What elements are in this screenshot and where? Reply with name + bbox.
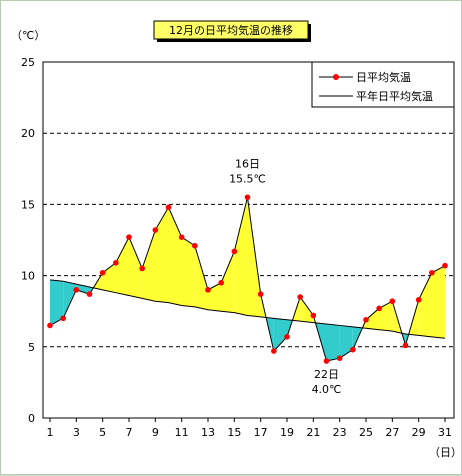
x-tick-label-17: 17 — [254, 426, 268, 439]
data-point-day-13 — [205, 287, 211, 293]
x-tick-label-15: 15 — [227, 426, 241, 439]
x-tick-label-25: 25 — [359, 426, 373, 439]
fill-segment-7-0 — [129, 237, 143, 299]
data-point-day-4 — [86, 291, 93, 297]
legend-marker-daily — [333, 74, 339, 80]
data-point-day-6 — [113, 259, 119, 266]
fill-segment-8-0 — [142, 230, 156, 302]
fill-segment-1-0 — [50, 279, 64, 326]
chart-title-box: 12月の日平均気温の推移 — [153, 20, 311, 42]
data-point-day-23 — [336, 355, 343, 361]
data-point-day-14 — [218, 279, 224, 286]
series-layer — [47, 194, 448, 364]
fill-segment-15-0 — [234, 197, 248, 316]
title-background — [153, 20, 309, 40]
fill-segment-18-0 — [273, 318, 287, 352]
data-point-day-29 — [415, 297, 422, 303]
data-point-day-22 — [323, 358, 330, 364]
difference-fills — [50, 197, 445, 362]
data-point-day-1 — [47, 322, 53, 329]
data-point-day-16 — [244, 194, 251, 201]
data-point-day-12 — [192, 242, 198, 249]
fill-segment-13-0 — [208, 282, 222, 312]
legend-label-daily: 日平均気温 — [356, 70, 411, 84]
x-tick-label-19: 19 — [280, 426, 294, 439]
fill-segment-10-0 — [168, 207, 182, 306]
x-tick-label-1: 1 — [47, 426, 54, 439]
x-axis-unit: （日） — [429, 446, 462, 459]
annotations: 16日 15.5℃ 22日 4.0℃ — [229, 157, 341, 396]
fill-segment-16-0 — [247, 197, 261, 317]
x-tick-label-7: 7 — [126, 426, 133, 439]
fill-segment-26-0 — [379, 301, 393, 332]
y-tick-label-15: 15 — [21, 198, 35, 211]
x-tick-label-29: 29 — [412, 426, 426, 439]
data-point-day-20 — [297, 294, 303, 300]
annotation-value-22: 4.0℃ — [312, 383, 342, 396]
y-tick-label-0: 0 — [28, 412, 35, 425]
x-tick-label-13: 13 — [201, 426, 215, 439]
data-point-day-11 — [178, 234, 185, 240]
series-line-normal — [49, 279, 446, 339]
fill-segment-22-0 — [326, 324, 340, 362]
data-point-day-15 — [231, 248, 238, 255]
data-point-day-5 — [99, 269, 106, 276]
y-tick-label-5: 5 — [28, 341, 35, 354]
fill-segment-12-0 — [194, 245, 208, 310]
x-tick-label-5: 5 — [99, 426, 106, 439]
data-point-day-21 — [310, 312, 317, 319]
data-point-day-25 — [363, 316, 369, 323]
annotation-day-22: 22日 — [314, 368, 339, 381]
y-tick-label-25: 25 — [21, 56, 35, 69]
fill-segment-2-0 — [63, 281, 77, 319]
data-point-day-19 — [284, 334, 290, 340]
data-point-day-30 — [429, 269, 435, 276]
x-tick-label-31: 31 — [438, 426, 452, 439]
x-tick-label-27: 27 — [385, 426, 399, 439]
fill-segment-9-0 — [155, 207, 169, 303]
fill-segment-30-0 — [431, 265, 445, 339]
x-tick-label-11: 11 — [175, 426, 189, 439]
fill-segment-6-0 — [115, 237, 129, 296]
data-point-day-2 — [60, 315, 66, 322]
annotation-value-16: 15.5℃ — [229, 172, 266, 185]
fill-segment-23-0 — [339, 325, 353, 359]
data-point-day-9 — [152, 227, 159, 233]
data-point-day-26 — [376, 305, 382, 312]
data-point-day-24 — [350, 346, 356, 353]
data-point-day-10 — [165, 204, 172, 211]
data-point-day-7 — [126, 234, 132, 240]
fill-segment-11-0 — [181, 237, 195, 307]
legend-box — [311, 61, 455, 108]
x-tick-label-3: 3 — [73, 426, 80, 439]
legend: 日平均気温 平年日平均気温 — [311, 61, 455, 108]
data-point-day-28 — [402, 342, 409, 349]
annotation-day-16: 16日 — [235, 157, 260, 170]
x-tick-label-23: 23 — [333, 426, 347, 439]
y-tick-label-20: 20 — [21, 127, 35, 140]
y-tick-label-10: 10 — [21, 270, 35, 283]
x-tick-label-21: 21 — [306, 426, 320, 439]
y-axis-unit: （℃） — [11, 29, 45, 42]
data-point-day-31 — [442, 262, 448, 269]
chart-title: 12月の日平均気温の推移 — [169, 23, 293, 37]
data-point-day-3 — [73, 287, 80, 293]
data-point-day-27 — [389, 298, 396, 305]
data-point-day-18 — [271, 348, 277, 354]
data-point-day-17 — [257, 291, 264, 297]
legend-label-normal: 平年日平均気温 — [356, 89, 433, 103]
fill-segment-20-0 — [300, 296, 314, 323]
fill-segment-29-0 — [418, 272, 432, 337]
data-point-day-8 — [139, 265, 145, 272]
fill-segment-25-0 — [366, 308, 380, 330]
fill-segment-14-0 — [221, 251, 235, 313]
x-tick-label-9: 9 — [152, 426, 159, 439]
